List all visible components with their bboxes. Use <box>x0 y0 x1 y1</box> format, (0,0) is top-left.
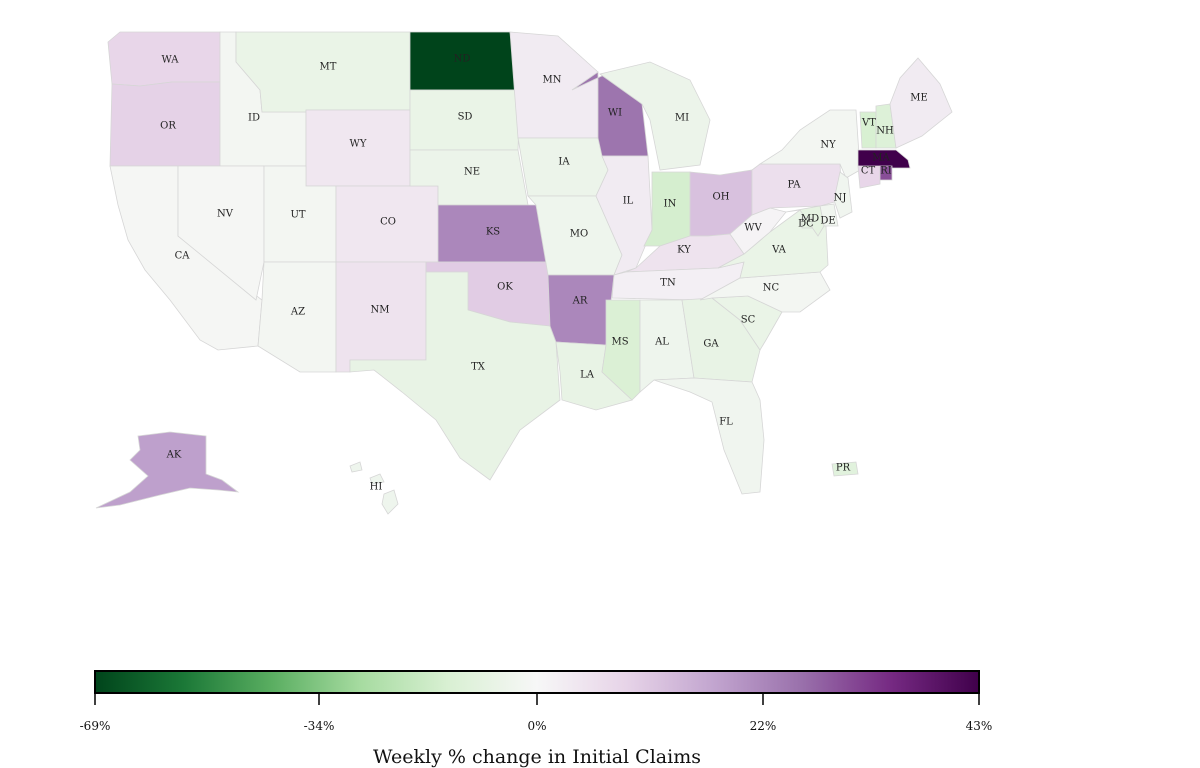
state-label-WY: WY <box>350 139 367 150</box>
state-HI <box>349 461 399 515</box>
state-NJ <box>833 171 853 219</box>
state-label-OR: OR <box>160 121 176 132</box>
state-label-TX: TX <box>471 362 486 373</box>
state-AK <box>95 431 240 509</box>
state-label-HI: HI <box>370 482 383 493</box>
colorbar-tick-label: -69% <box>80 719 111 733</box>
state-label-NM: NM <box>371 305 390 316</box>
state-label-ID: ID <box>248 113 260 124</box>
state-NM <box>335 261 427 373</box>
state-CT <box>857 165 881 189</box>
state-label-OK: OK <box>497 282 513 293</box>
state-FL <box>653 377 765 495</box>
state-label-FL: FL <box>719 417 733 428</box>
state-label-UT: UT <box>290 210 305 221</box>
state-MI <box>599 61 711 171</box>
colorbar: -69% -34% 0% 22% 43% Weekly % change in … <box>80 670 993 768</box>
state-label-IA: IA <box>558 157 570 168</box>
state-label-LA: LA <box>580 370 595 381</box>
colorbar-ticks: -69% -34% 0% 22% 43% <box>80 693 993 733</box>
state-label-WA: WA <box>161 55 179 66</box>
state-label-MN: MN <box>543 75 562 86</box>
state-label-WV: WV <box>744 223 762 234</box>
state-label-CA: CA <box>175 251 191 262</box>
colorbar-gradient <box>94 670 980 694</box>
state-label-AZ: AZ <box>290 307 305 318</box>
state-label-NC: NC <box>763 283 780 294</box>
state-label-NV: NV <box>217 209 234 220</box>
state-label-AK: AK <box>166 450 182 461</box>
state-label-AL: AL <box>654 337 669 348</box>
colorbar-tick-label: -34% <box>304 719 335 733</box>
state-label-NY: NY <box>820 140 836 151</box>
state-label-GA: GA <box>703 339 719 350</box>
state-label-MI: MI <box>675 113 689 124</box>
state-label-TN: TN <box>660 278 676 289</box>
state-TX <box>349 271 561 481</box>
state-label-KY: KY <box>677 245 691 256</box>
state-NY <box>758 109 861 179</box>
state-label-PR: PR <box>836 463 851 474</box>
colorbar-tick-label: 0% <box>527 719 546 733</box>
state-label-AR: AR <box>572 296 588 307</box>
state-label-CO: CO <box>380 217 396 228</box>
state-RI <box>879 165 893 181</box>
colorbar-tick-label: 22% <box>750 719 777 733</box>
state-MD <box>785 205 825 237</box>
state-label-NE: NE <box>464 167 480 178</box>
state-label-VT: VT <box>861 118 876 129</box>
state-label-CT: CT <box>861 166 876 177</box>
state-label-VA: VA <box>771 245 787 256</box>
state-label-MD: MD <box>801 214 819 225</box>
state-label-KS: KS <box>486 227 500 238</box>
state-label-MO: MO <box>570 229 588 240</box>
state-label-IN: IN <box>664 199 677 210</box>
state-labels: WA OR CA ID NV MT WY UT AZ CO NM ND SD N… <box>160 54 928 493</box>
state-label-NH: NH <box>876 126 894 137</box>
state-label-ND: ND <box>454 54 471 65</box>
state-label-NJ: NJ <box>834 193 847 204</box>
state-label-MS: MS <box>611 337 628 348</box>
state-DC <box>801 217 813 229</box>
state-label-IL: IL <box>623 196 634 207</box>
state-label-SD: SD <box>458 112 473 123</box>
colorbar-label: Weekly % change in Initial Claims <box>373 746 701 768</box>
state-PR <box>831 461 859 477</box>
state-NV <box>177 165 265 301</box>
state-AR <box>547 274 615 346</box>
state-label-DE: DE <box>820 216 835 227</box>
state-label-PA: PA <box>787 180 801 191</box>
states-layer <box>95 31 953 515</box>
state-label-RI: RI <box>880 166 892 177</box>
state-label-WI: WI <box>608 108 622 119</box>
state-label-SC: SC <box>741 315 756 326</box>
state-label-MA: MA <box>872 153 890 164</box>
state-label-MT: MT <box>320 62 337 73</box>
state-label-OH: OH <box>713 192 730 203</box>
state-ME <box>889 57 953 149</box>
state-label-ME: ME <box>910 93 928 104</box>
colorbar-tick-label: 43% <box>966 719 993 733</box>
state-label-DC: DC <box>798 219 814 230</box>
